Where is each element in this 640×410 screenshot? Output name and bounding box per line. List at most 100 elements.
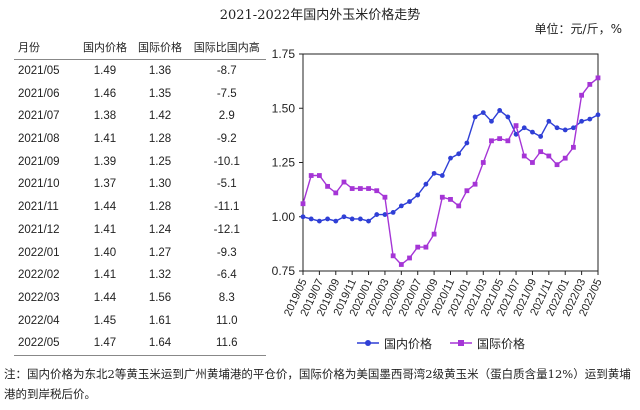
cell-domestic: 1.47	[77, 331, 133, 356]
cell-month: 2021/08	[18, 133, 60, 146]
data-point	[398, 203, 404, 209]
data-point	[333, 218, 339, 224]
cell-international: 1.56	[148, 291, 172, 304]
data-point	[382, 212, 388, 217]
cell-domestic: 1.49	[93, 65, 117, 78]
data-point	[464, 140, 470, 146]
cell-month: 2022/03	[18, 291, 60, 304]
data-point	[431, 170, 437, 176]
y-tick-label: 1.75	[272, 47, 296, 61]
data-point	[489, 118, 494, 124]
data-point	[546, 153, 552, 159]
cell-difference: -6.4	[216, 269, 237, 282]
data-point	[587, 81, 593, 87]
cell-international: 1.61	[148, 314, 172, 327]
cell-domestic: 1.45	[93, 314, 117, 327]
cell-difference: -9.2	[216, 133, 237, 146]
cell-difference: -5.1	[216, 178, 237, 191]
data-point	[390, 253, 396, 259]
data-point	[464, 188, 470, 194]
cell-month: 2022/01	[18, 246, 60, 259]
cell-domestic: 1.39	[93, 155, 117, 168]
cell-month: 2021/07	[18, 110, 60, 123]
data-point	[448, 196, 453, 202]
cell-difference: -8.7	[216, 65, 237, 78]
data-point	[571, 125, 576, 131]
table-row: 2022/01 1.40 1.27 -9.3	[14, 241, 266, 264]
cell-international: 1.64	[132, 331, 188, 356]
cell-international: 1.32	[148, 269, 172, 282]
cell-month: 2021/09	[18, 155, 60, 168]
cell-month: 2021/06	[18, 87, 60, 100]
data-point	[407, 199, 412, 204]
table-row: 2021/05 1.49 1.36 -8.7	[14, 59, 266, 82]
data-point	[374, 212, 380, 217]
cell-month: 2021/11	[18, 201, 59, 214]
data-point	[538, 134, 544, 139]
price-table: 月份 国内价格 国际价格 国际比国内高 2021/05 1.49 1.36 -8.7 …	[14, 36, 266, 356]
y-tick-label: 0.75	[272, 264, 296, 278]
data-point	[505, 114, 511, 120]
data-point	[349, 186, 355, 191]
cell-international: 1.24	[148, 223, 172, 236]
table-row: 2022/05 1.47 1.64 11.6	[14, 331, 266, 356]
footnote: 注：国内价格为东北2等黄玉米运到广州黄埔港的平仓价，国际价格为美国墨西哥湾2级黄…	[4, 367, 631, 401]
cell-domestic: 1.44	[93, 291, 117, 304]
cell-month: 2021/10	[18, 178, 60, 191]
data-point	[554, 125, 560, 131]
data-point	[398, 262, 404, 267]
data-point	[300, 214, 306, 220]
data-point	[415, 192, 421, 198]
data-point	[423, 244, 429, 250]
table-header-row: 月份 国内价格 国际价格 国际比国内高	[14, 36, 266, 60]
data-point	[333, 190, 339, 196]
cell-international: 1.28	[148, 133, 172, 146]
data-point	[382, 194, 388, 200]
data-point	[530, 129, 535, 135]
data-point	[456, 203, 462, 209]
data-point	[579, 92, 585, 98]
data-point	[431, 231, 437, 237]
table-row: 2021/06 1.46 1.35 -7.5	[14, 82, 266, 105]
cell-difference: -9.3	[216, 246, 237, 259]
cell-domestic: 1.38	[93, 110, 117, 123]
table-row: 2021/12 1.41 1.24 -12.1	[14, 219, 266, 242]
cell-domestic: 1.44	[93, 201, 117, 214]
data-point	[456, 151, 462, 157]
data-point	[546, 118, 552, 124]
y-tick-label: 1.00	[272, 210, 296, 224]
table-row: 2021/08 1.41 1.28 -9.2	[14, 128, 266, 151]
cell-domestic: 1.41	[93, 133, 117, 146]
data-point	[423, 181, 429, 187]
cell-international: 1.25	[148, 155, 172, 168]
data-point	[480, 160, 486, 165]
cell-domestic: 1.46	[93, 87, 117, 100]
data-point	[407, 255, 412, 261]
data-point	[316, 173, 322, 178]
cell-difference: -7.5	[216, 87, 237, 100]
cell-international: 1.36	[148, 65, 172, 78]
cell-difference: -11.1	[214, 201, 240, 214]
data-point	[562, 127, 568, 133]
header-difference: 国际比国内高	[187, 36, 266, 60]
data-point	[587, 116, 593, 122]
data-point	[530, 160, 535, 165]
data-point	[349, 216, 355, 222]
legend-marker	[458, 340, 464, 346]
data-point	[439, 194, 445, 200]
table-row: 2021/11 1.44 1.28 -11.1	[14, 196, 266, 219]
cell-international: 1.42	[148, 110, 172, 123]
data-point	[538, 149, 544, 155]
cell-month: 2022/02	[18, 269, 60, 282]
data-point	[374, 188, 380, 194]
table-row: 2021/07 1.38 1.42 2.9	[14, 105, 266, 128]
y-tick-label: 1.25	[272, 156, 296, 170]
cell-domestic: 1.41	[93, 269, 117, 282]
data-point	[341, 179, 347, 185]
table-row: 2022/02 1.41 1.32 -6.4	[14, 264, 266, 287]
cell-month: 2022/04	[18, 314, 60, 327]
data-point	[472, 114, 478, 120]
data-point	[497, 136, 503, 142]
data-point	[415, 244, 421, 250]
data-point	[357, 216, 363, 222]
